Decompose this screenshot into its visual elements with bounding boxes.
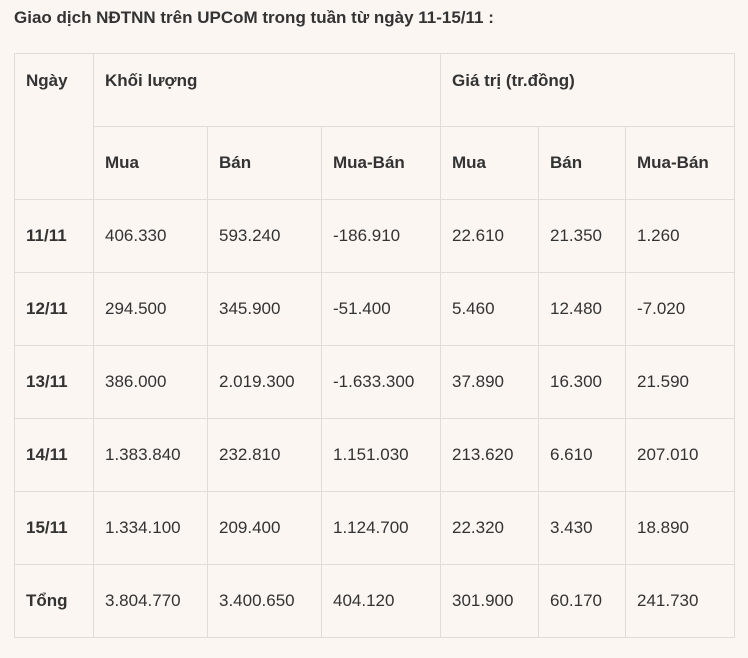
header-row-groups: Ngày Khối lượng Giá trị (tr.đồng) <box>14 53 736 200</box>
trading-table: Ngày Khối lượng Giá trị (tr.đồng) Mua Bá… <box>14 53 736 638</box>
volume-sell: 3.400.650 <box>207 564 322 638</box>
table-row: 14/11 1.383.840 232.810 1.151.030 213.62… <box>14 418 736 492</box>
volume-sell: 593.240 <box>207 199 322 273</box>
row-day: 13/11 <box>14 345 94 419</box>
header-volume-net: Mua-Bán <box>321 126 441 200</box>
value-net: -7.020 <box>624 272 736 346</box>
volume-net: 404.120 <box>321 564 441 638</box>
table-caption: Giao dịch NĐTNN trên UPCoM trong tuần từ… <box>14 8 494 27</box>
volume-net: -186.910 <box>321 199 441 273</box>
value-sell: 21.350 <box>538 199 626 273</box>
header-volume-sell: Bán <box>207 126 322 200</box>
volume-net: -1.633.300 <box>321 345 441 419</box>
value-buy: 22.320 <box>440 491 539 565</box>
value-net: 241.730 <box>624 564 736 638</box>
header-volume: Khối lượng <box>93 53 441 127</box>
value-sell: 3.430 <box>538 491 626 565</box>
volume-buy: 1.334.100 <box>93 491 208 565</box>
volume-sell: 2.019.300 <box>207 345 322 419</box>
header-day: Ngày <box>14 53 94 200</box>
value-sell: 6.610 <box>538 418 626 492</box>
row-day: 12/11 <box>14 272 94 346</box>
value-net: 21.590 <box>624 345 736 419</box>
value-net: 18.890 <box>624 491 736 565</box>
value-buy: 5.460 <box>440 272 539 346</box>
table-row: 15/11 1.334.100 209.400 1.124.700 22.320… <box>14 491 736 565</box>
table-row-total: Tổng 3.804.770 3.400.650 404.120 301.900… <box>14 564 736 638</box>
value-buy: 37.890 <box>440 345 539 419</box>
table-row: 13/11 386.000 2.019.300 -1.633.300 37.89… <box>14 345 736 419</box>
volume-net: 1.151.030 <box>321 418 441 492</box>
value-buy: 22.610 <box>440 199 539 273</box>
header-value-sell: Bán <box>538 126 626 200</box>
volume-buy: 406.330 <box>93 199 208 273</box>
volume-sell: 345.900 <box>207 272 322 346</box>
value-net: 207.010 <box>624 418 736 492</box>
table-row: 11/11 406.330 593.240 -186.910 22.610 21… <box>14 199 736 273</box>
volume-buy: 3.804.770 <box>93 564 208 638</box>
value-sell: 16.300 <box>538 345 626 419</box>
volume-sell: 232.810 <box>207 418 322 492</box>
header-row-sub: Mua Bán Mua-Bán Mua Bán Mua-Bán <box>15 126 736 200</box>
value-sell: 12.480 <box>538 272 626 346</box>
volume-buy: 294.500 <box>93 272 208 346</box>
value-net: 1.260 <box>624 199 736 273</box>
volume-sell: 209.400 <box>207 491 322 565</box>
header-value-net: Mua-Bán <box>624 126 736 200</box>
table-row: 12/11 294.500 345.900 -51.400 5.460 12.4… <box>14 272 736 346</box>
header-value: Giá trị (tr.đồng) <box>439 53 736 127</box>
value-sell: 60.170 <box>538 564 626 638</box>
volume-buy: 1.383.840 <box>93 418 208 492</box>
row-day: Tổng <box>14 564 94 638</box>
header-value-buy: Mua <box>440 126 539 200</box>
volume-net: -51.400 <box>321 272 441 346</box>
volume-buy: 386.000 <box>93 345 208 419</box>
value-buy: 213.620 <box>440 418 539 492</box>
row-day: 15/11 <box>14 491 94 565</box>
row-day: 14/11 <box>14 418 94 492</box>
header-volume-buy: Mua <box>93 126 208 200</box>
volume-net: 1.124.700 <box>321 491 441 565</box>
value-buy: 301.900 <box>440 564 539 638</box>
row-day: 11/11 <box>14 199 94 273</box>
